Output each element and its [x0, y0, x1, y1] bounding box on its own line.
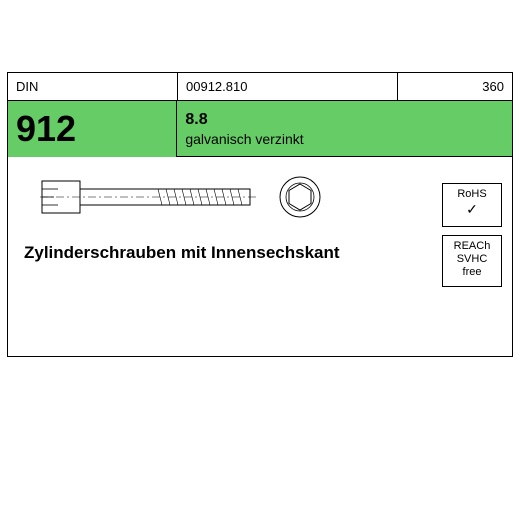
grade-finish-cell: 8.8 galvanisch verzinkt [177, 101, 512, 157]
reach-line3: free [445, 266, 499, 279]
screw-side-view [40, 175, 260, 219]
description: Zylinderschrauben mit Innensechskant [24, 243, 500, 263]
header-code-right: 360 [398, 73, 512, 100]
finish: galvanisch verzinkt [185, 131, 303, 147]
spec-row: 912 8.8 galvanisch verzinkt [8, 101, 512, 157]
reach-badge: REACh SVHC free [442, 235, 502, 287]
body-area: Zylinderschrauben mit Innensechskant RoH… [8, 157, 512, 357]
drawing-row [40, 175, 500, 219]
header-row: DIN 00912.810 360 [8, 73, 512, 101]
reach-line1: REACh [445, 240, 499, 253]
rohs-badge: RoHS ✓ [442, 183, 502, 227]
grade: 8.8 [185, 111, 207, 129]
reach-line2: SVHC [445, 253, 499, 266]
rohs-label: RoHS [457, 188, 486, 200]
header-std-label: DIN [8, 73, 178, 100]
check-icon: ✓ [445, 201, 499, 218]
header-part-no: 00912.810 [178, 73, 398, 100]
screw-end-view [278, 175, 322, 219]
spec-card: DIN 00912.810 360 912 8.8 galvanisch ver… [7, 72, 513, 357]
din-number: 912 [8, 101, 177, 157]
